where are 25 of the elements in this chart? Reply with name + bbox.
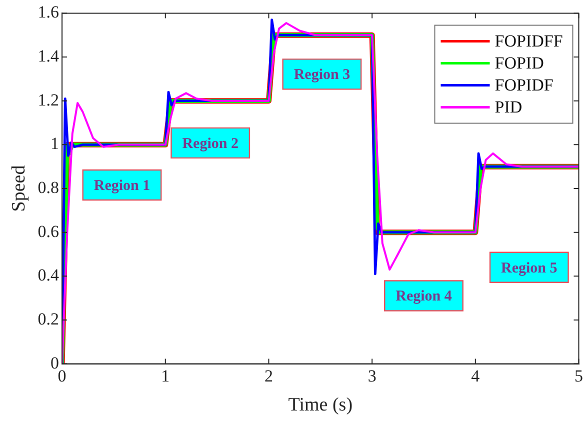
y-tick-label: 0.2	[38, 309, 60, 328]
annotation: Region 1	[94, 178, 150, 194]
y-tick-label: 0.4	[38, 266, 60, 285]
x-tick-label: 1	[161, 366, 170, 386]
x-tick-label: 2	[264, 366, 273, 386]
x-tick-label: 4	[471, 366, 480, 386]
legend-label: PID	[494, 98, 522, 117]
legend-label: FOPIDF	[494, 76, 554, 95]
annotation: Region 2	[182, 136, 238, 152]
y-tick-label: 1	[50, 134, 60, 154]
x-tick-label: 3	[368, 366, 376, 386]
y-tick-label: 1.4	[38, 46, 60, 66]
annotation: Region 3	[294, 67, 350, 84]
x-axis-title: Time (s)	[288, 394, 353, 416]
x-tick-label: 5	[574, 366, 583, 386]
y-tick-label: 1.6	[38, 2, 60, 22]
legend-label: FOPIDFF	[494, 32, 563, 51]
y-tick-label: 0	[50, 353, 60, 372]
y-tick-label: 0.6	[38, 222, 60, 241]
annotation: Region 5	[501, 260, 558, 276]
legend-label: FOPID	[494, 54, 544, 73]
y-tick-label: 0.8	[38, 178, 60, 197]
annotation: Region 4	[396, 288, 452, 305]
y-tick-label: 1.2	[38, 90, 60, 110]
y-axis-title: Speed	[8, 164, 30, 212]
